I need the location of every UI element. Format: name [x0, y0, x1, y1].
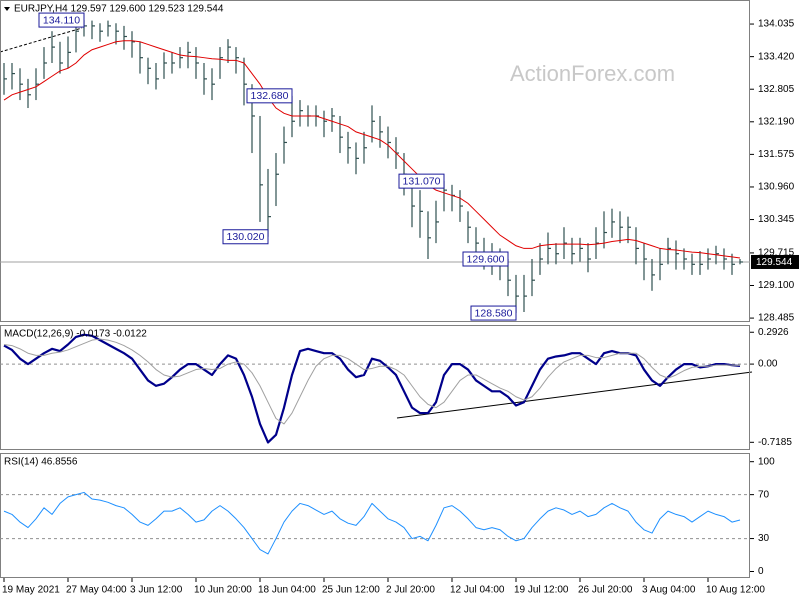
annotation-label: 130.020 [227, 231, 265, 243]
panel-title: MACD(12,26,9) -0.0173 -0.0122 [4, 329, 147, 340]
x-tick-label: 26 Jul 20:00 [578, 585, 633, 596]
y-tick-label: 131.575 [758, 149, 795, 160]
x-tick-label: 3 Jun 12:00 [130, 585, 183, 596]
watermark: ActionForex.com [510, 61, 675, 86]
x-tick-label: 10 Jun 20:00 [194, 585, 252, 596]
y-tick-label: 134.035 [758, 19, 795, 30]
symbol-icon [4, 7, 10, 11]
last-price-label: 129.544 [756, 257, 793, 268]
y-tick-label: 130.345 [758, 214, 795, 225]
annotation-label: 132.680 [251, 90, 289, 102]
panel-title: EURJPY,H4 129.597 129.600 129.523 129.54… [14, 4, 224, 15]
x-tick-label: 10 Aug 12:00 [706, 585, 765, 596]
y-tick-label: 129.715 [758, 248, 795, 259]
annotation-box [470, 305, 517, 321]
x-tick-label: 19 Jul 12:00 [514, 585, 569, 596]
trend-line [0, 27, 83, 53]
x-tick-label: 27 May 04:00 [66, 585, 127, 596]
panel-title: RSI(14) 46.8556 [4, 457, 78, 468]
panel-frame [0, 453, 750, 578]
y-tick-label: 30 [758, 533, 770, 544]
annotation-box [398, 173, 445, 189]
y-tick-label: -0.7185 [758, 437, 792, 448]
annotation-box [222, 229, 269, 245]
x-tick-label: 18 Jun 04:00 [258, 585, 316, 596]
y-tick-label: 0.00 [758, 359, 778, 370]
y-tick-label: 132.805 [758, 84, 795, 95]
panel-frame [0, 325, 750, 450]
annotation-box [38, 12, 85, 28]
moving-average [3, 40, 741, 259]
y-tick-label: 132.190 [758, 116, 795, 127]
trend-line [396, 371, 753, 419]
x-tick-label: 25 Jun 12:00 [322, 585, 380, 596]
series-line [3, 491, 741, 555]
annotation-label: 131.070 [403, 175, 441, 187]
x-tick-label: 3 Aug 04:00 [642, 585, 696, 596]
x-tick-label: 2 Jul 20:00 [386, 585, 435, 596]
series-line [3, 333, 741, 444]
y-tick-label: 128.485 [758, 313, 795, 324]
y-tick-label: 0.2926 [758, 327, 789, 338]
y-tick-label: 130.960 [758, 182, 795, 193]
y-tick-label: 133.420 [758, 51, 795, 62]
x-tick-label: 12 Jul 04:00 [450, 585, 505, 596]
panel-frame [0, 0, 750, 322]
x-tick-label: 19 May 2021 [2, 585, 60, 596]
y-tick-label: 129.100 [758, 280, 795, 291]
annotation-label: 128.580 [475, 307, 513, 319]
annotation-label: 129.600 [467, 253, 505, 265]
y-tick-label: 0 [758, 566, 764, 577]
annotation-label: 134.110 [43, 14, 80, 26]
y-tick-label: 100 [758, 456, 775, 467]
y-tick-label: 70 [758, 489, 770, 500]
series-line [3, 338, 741, 425]
annotation-box [246, 88, 293, 104]
annotation-box [462, 251, 509, 267]
last-price-box [751, 254, 799, 269]
